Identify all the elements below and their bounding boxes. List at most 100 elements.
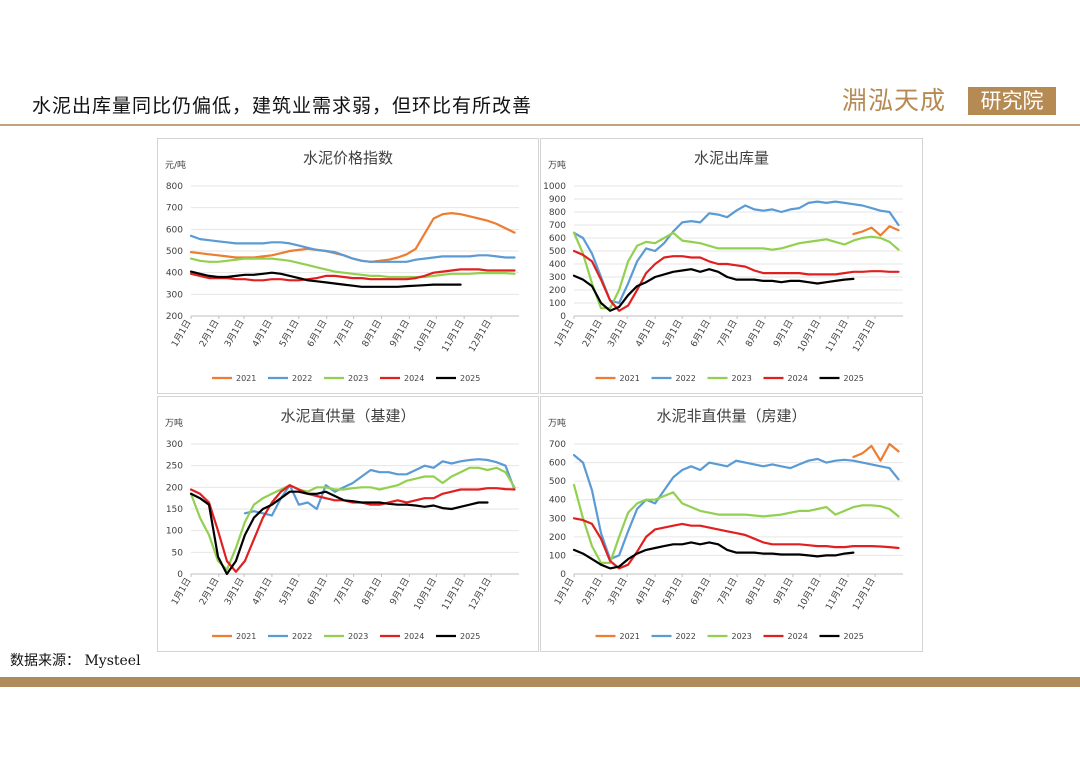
chart1-series-2024	[572, 249, 900, 312]
chart0-legend-label: 2025	[460, 374, 480, 383]
chart2-xtick-label: 2月1日	[197, 576, 221, 607]
chart-panel-price-index: 水泥价格指数 元/吨 800 700 600 500 400 300 200 1月1日 2月1日 3月…	[157, 138, 539, 394]
chart0-legend-label: 2021	[236, 374, 256, 383]
chart3-ytick-label: 700	[549, 440, 566, 450]
chart2-xtick-label: 12月1日	[467, 576, 494, 612]
chart1-ytick-label: 200	[549, 286, 566, 296]
chart2-xtick-label: 11月1日	[440, 576, 467, 612]
chart1-ytick-label: 400	[549, 260, 566, 270]
chart3-xtick-label: 10月1日	[796, 576, 823, 612]
chart1-unit-label: 万吨	[548, 159, 566, 171]
chart2-title: 水泥直供量（基建）	[280, 407, 415, 425]
chart3-xtick-label: 12月1日	[851, 576, 878, 612]
chart3-series-2023	[572, 483, 900, 564]
chart3-title: 水泥非直供量（房建）	[656, 407, 806, 425]
chart-panel-housing: 水泥非直供量（房建） 万吨 700 600 500 400 300 200 100 0 1月1日 2月…	[540, 396, 923, 652]
chart1-legend-label: 2021	[620, 374, 640, 383]
chart1-ytick-label: 700	[549, 221, 566, 231]
chart0-ytick-label: 200	[166, 312, 183, 322]
chart1-ytick-label: 900	[549, 195, 566, 205]
chart1-xtick-label: 12月1日	[851, 318, 878, 354]
chart3-legend-label: 2022	[676, 632, 696, 641]
chart2-ytick-label: 0	[177, 570, 183, 580]
chart3-xtick-label: 1月1日	[552, 576, 576, 607]
chart0-xtick-label: 12月1日	[467, 318, 494, 354]
chart3-ytick-label: 100	[549, 551, 566, 561]
chart1-xtick-label: 7月1日	[715, 318, 739, 349]
chart0-xtick-label: 7月1日	[332, 318, 356, 349]
chart0-legend-label: 2024	[404, 374, 424, 383]
chart1-series-2023	[572, 231, 900, 310]
chart0-ytick-label: 700	[166, 204, 183, 214]
chart2-xtick-label: 6月1日	[305, 576, 329, 607]
chart2-ytick-label: 200	[166, 483, 183, 493]
chart0-series-2022	[189, 234, 516, 263]
chart3-xtick-label: 7月1日	[715, 576, 739, 607]
chart3-unit-label: 万吨	[548, 417, 566, 429]
chart3-xtick-label: 5月1日	[661, 576, 685, 607]
chart0-series-2024	[189, 268, 516, 282]
chart0-unit-label: 元/吨	[165, 159, 186, 171]
chart1-ytick-label: 800	[549, 208, 566, 218]
chart2-legend-label: 2024	[404, 632, 424, 641]
chart3-xtick-label: 2月1日	[580, 576, 604, 607]
chart3-series-2025	[572, 541, 855, 570]
chart0-legend-label: 2023	[348, 374, 368, 383]
chart3-legend-label: 2024	[788, 632, 808, 641]
chart1-ytick-label: 300	[549, 273, 566, 283]
chart2-ytick-label: 100	[166, 527, 183, 537]
chart0-title: 水泥价格指数	[303, 149, 393, 167]
chart3-legend-label: 2021	[620, 632, 640, 641]
chart1-legend-label: 2023	[732, 374, 752, 383]
chart1-title: 水泥出库量	[694, 149, 769, 167]
chart2-series-2025	[189, 490, 489, 576]
chart3-ytick-label: 0	[560, 570, 566, 580]
chart1-xtick-label: 8月1日	[743, 318, 767, 349]
chart3-xtick-label: 4月1日	[633, 576, 657, 607]
chart3-series-2021	[852, 442, 900, 462]
chart1-xtick-label: 10月1日	[796, 318, 823, 354]
chart1-series-2025	[572, 268, 855, 312]
chart0-xtick-label: 10月1日	[412, 318, 439, 354]
chart2-legend-label: 2021	[236, 632, 256, 641]
chart0-ytick-label: 300	[166, 290, 183, 300]
chart2-xtick-label: 4月1日	[250, 576, 274, 607]
chart1-xtick-label: 3月1日	[606, 318, 630, 349]
chart0-ytick-label: 400	[166, 269, 183, 279]
chart0-xtick-label: 3月1日	[222, 318, 246, 349]
chart1-series-2022	[572, 200, 900, 305]
chart1-xtick-label: 6月1日	[688, 318, 712, 349]
chart2-xtick-label: 9月1日	[388, 576, 412, 607]
chart0-xtick-label: 8月1日	[360, 318, 384, 349]
chart0-xtick-label: 2月1日	[197, 318, 221, 349]
chart1-ytick-label: 1000	[543, 182, 566, 192]
chart2-xtick-label: 3月1日	[222, 576, 246, 607]
chart3-ytick-label: 400	[549, 496, 566, 506]
chart-shipment: 水泥出库量万吨100090080070060050040030020010001…	[543, 149, 903, 383]
chart3-xtick-label: 9月1日	[771, 576, 795, 607]
chart0-xtick-label: 4月1日	[250, 318, 274, 349]
page-title: 水泥出库量同比仍偏低，建筑业需求弱，但环比有所改善	[32, 95, 533, 117]
chart0-xtick-label: 1月1日	[169, 318, 193, 349]
chart0-legend-label: 2022	[292, 374, 312, 383]
chart3-ytick-label: 300	[549, 514, 566, 524]
chart2-xtick-label: 7月1日	[332, 576, 356, 607]
chart1-legend-label: 2024	[788, 374, 808, 383]
chart3-xtick-label: 11月1日	[823, 576, 850, 612]
chart2-xtick-label: 5月1日	[277, 576, 301, 607]
chart1-ytick-label: 500	[549, 247, 566, 257]
chart3-legend-label: 2023	[732, 632, 752, 641]
chart1-xtick-label: 9月1日	[771, 318, 795, 349]
chart2-legend-label: 2025	[460, 632, 480, 641]
chart2-xtick-label: 1月1日	[169, 576, 193, 607]
chart0-series-2023	[189, 257, 516, 279]
chart2-xtick-label: 8月1日	[360, 576, 384, 607]
chart0-xtick-label: 6月1日	[305, 318, 329, 349]
chart-panel-shipment: 水泥出库量 万吨 1000 900 800 700 600 500 400 300 200 100 0 1…	[540, 138, 923, 394]
chart0-ytick-label: 800	[166, 182, 183, 192]
chart1-series-2021	[852, 225, 900, 237]
chart1-ytick-label: 600	[549, 234, 566, 244]
chart0-ytick-label: 600	[166, 225, 183, 235]
